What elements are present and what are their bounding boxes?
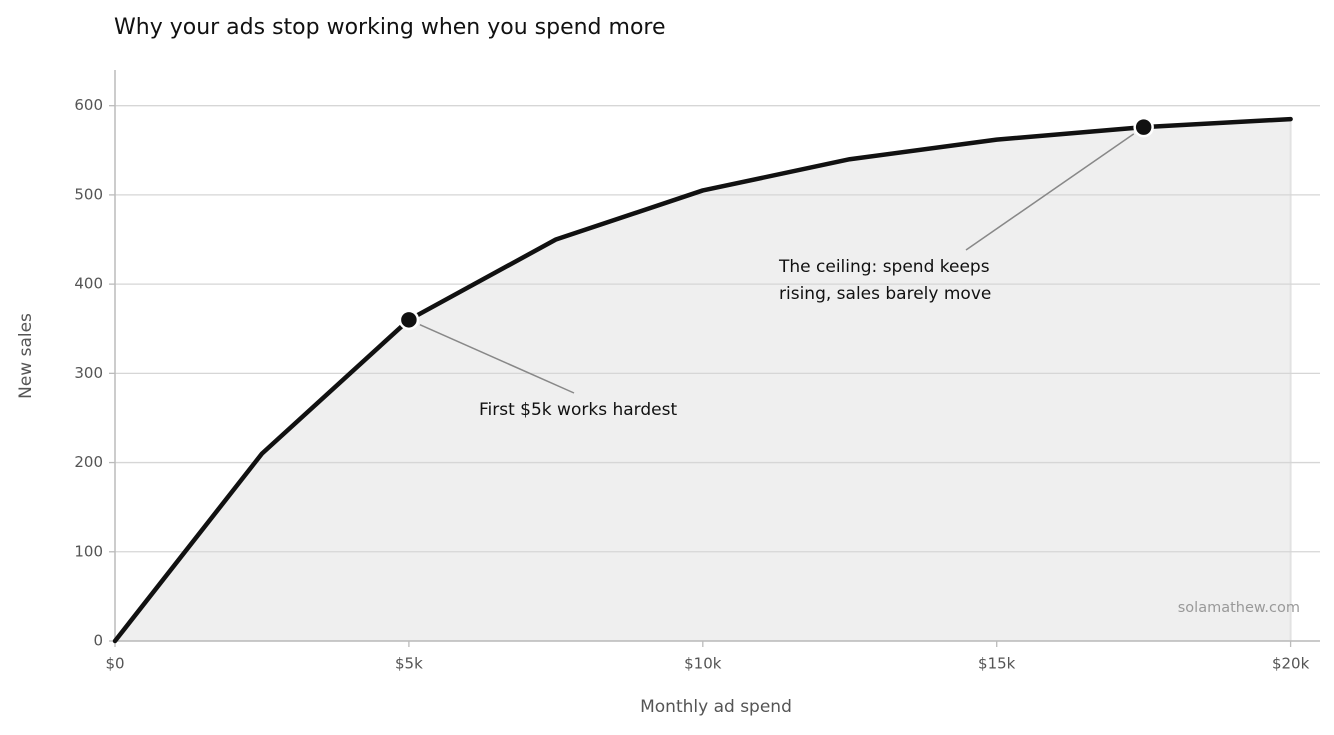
annotation-text: First $5k works hardest: [479, 400, 677, 420]
chart-title: Why your ads stop working when you spend…: [114, 15, 666, 40]
x-tick-label: $0: [105, 655, 124, 673]
annotation-connector: [965, 133, 1135, 251]
y-tick-label: 300: [74, 364, 103, 382]
y-tick-label: 600: [74, 96, 103, 114]
y-tick-label: 0: [93, 632, 103, 650]
highlight-point: [398, 309, 420, 331]
y-tick-label: 500: [74, 185, 103, 203]
y-tick-label: 400: [74, 275, 103, 293]
y-axis-label: New sales: [16, 313, 36, 399]
y-tick-label: 200: [74, 453, 103, 471]
area: [115, 119, 1291, 641]
highlight-point: [1133, 116, 1154, 138]
annotation-text: rising, sales barely move: [779, 284, 991, 304]
annotation-text: The ceiling: spend keeps: [778, 257, 990, 277]
x-tick-label: $10k: [684, 655, 722, 673]
x-tick-label: $20k: [1272, 655, 1310, 673]
x-axis-label: Monthly ad spend: [640, 697, 792, 717]
line: [112, 116, 1293, 644]
x-tick-label: $15k: [978, 655, 1016, 673]
annotation-connector: [419, 323, 575, 394]
watermark: solamathew.com: [1178, 600, 1300, 616]
x-tick-label: $5k: [395, 655, 423, 673]
y-tick-label: 100: [74, 542, 103, 560]
